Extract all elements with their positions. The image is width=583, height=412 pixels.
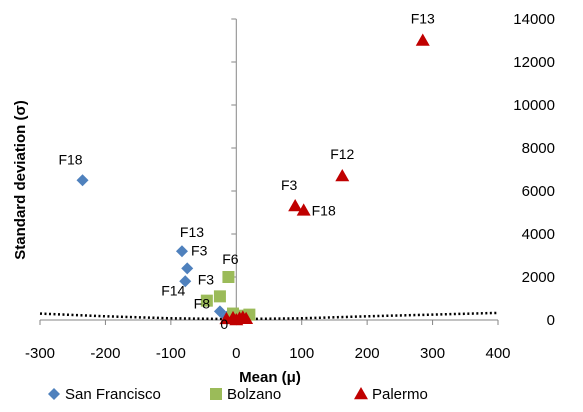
- san-francisco-point: [179, 275, 192, 288]
- bolzano-point: [222, 271, 235, 283]
- palermo-point-label: F3: [281, 177, 298, 193]
- palermo-point-label: 0: [220, 316, 228, 332]
- y-tick-label: 0: [547, 312, 555, 329]
- san-francisco-point: [175, 245, 188, 258]
- x-tick-label: 300: [420, 345, 445, 362]
- bolzano-point: [213, 290, 226, 303]
- legend-marker-san-francisco: [48, 388, 60, 400]
- san-francisco-point: [76, 174, 89, 187]
- legend-label-bolzano: Bolzano: [227, 386, 281, 403]
- x-axis-title: Mean (μ): [239, 369, 301, 386]
- x-tick-label: -200: [90, 345, 120, 362]
- san-francisco-point-label: F14: [161, 282, 185, 298]
- x-tick-label: 100: [289, 345, 314, 362]
- y-tick-label: 10000: [513, 97, 555, 114]
- y-tick-label: 2000: [522, 269, 555, 286]
- y-tick-label: 14000: [513, 11, 555, 28]
- y-tick-label: 12000: [513, 54, 555, 71]
- legend-label-san-francisco: San Francisco: [65, 386, 161, 403]
- x-tick-label: 400: [485, 345, 510, 362]
- san-francisco-point-label: F18: [58, 151, 82, 167]
- palermo-point: [239, 311, 254, 324]
- y-tick-label: 8000: [522, 140, 555, 157]
- threshold-curve: [39, 311, 499, 321]
- legend-label-palermo: Palermo: [372, 386, 428, 403]
- san-francisco-point-label: F13: [180, 224, 204, 240]
- palermo-point: [288, 199, 303, 212]
- x-tick-label: 200: [355, 345, 380, 362]
- palermo-point-label: F18: [312, 202, 336, 218]
- x-tick-label: -100: [156, 345, 186, 362]
- x-tick-label: -300: [25, 345, 55, 362]
- y-tick-label: 6000: [522, 183, 555, 200]
- palermo-point: [335, 168, 350, 182]
- legend-marker-bolzano: [210, 388, 222, 400]
- x-tick-label: 0: [232, 345, 240, 362]
- bolzano-point-label: F8: [194, 296, 211, 312]
- palermo-point-label: F13: [411, 11, 435, 27]
- legend-marker-palermo: [354, 387, 368, 400]
- san-francisco-point-label: F3: [191, 242, 208, 258]
- palermo-point: [296, 203, 311, 216]
- san-francisco-point: [181, 262, 194, 275]
- palermo-point: [415, 33, 430, 46]
- bolzano-point-label: F6: [222, 251, 239, 267]
- bolzano-point-label: F3: [198, 271, 215, 287]
- bolzano-point: [200, 294, 213, 307]
- y-tick-label: 4000: [522, 226, 555, 243]
- palermo-point-label: F12: [330, 146, 354, 162]
- y-axis-title: Standard deviation (σ): [12, 100, 29, 259]
